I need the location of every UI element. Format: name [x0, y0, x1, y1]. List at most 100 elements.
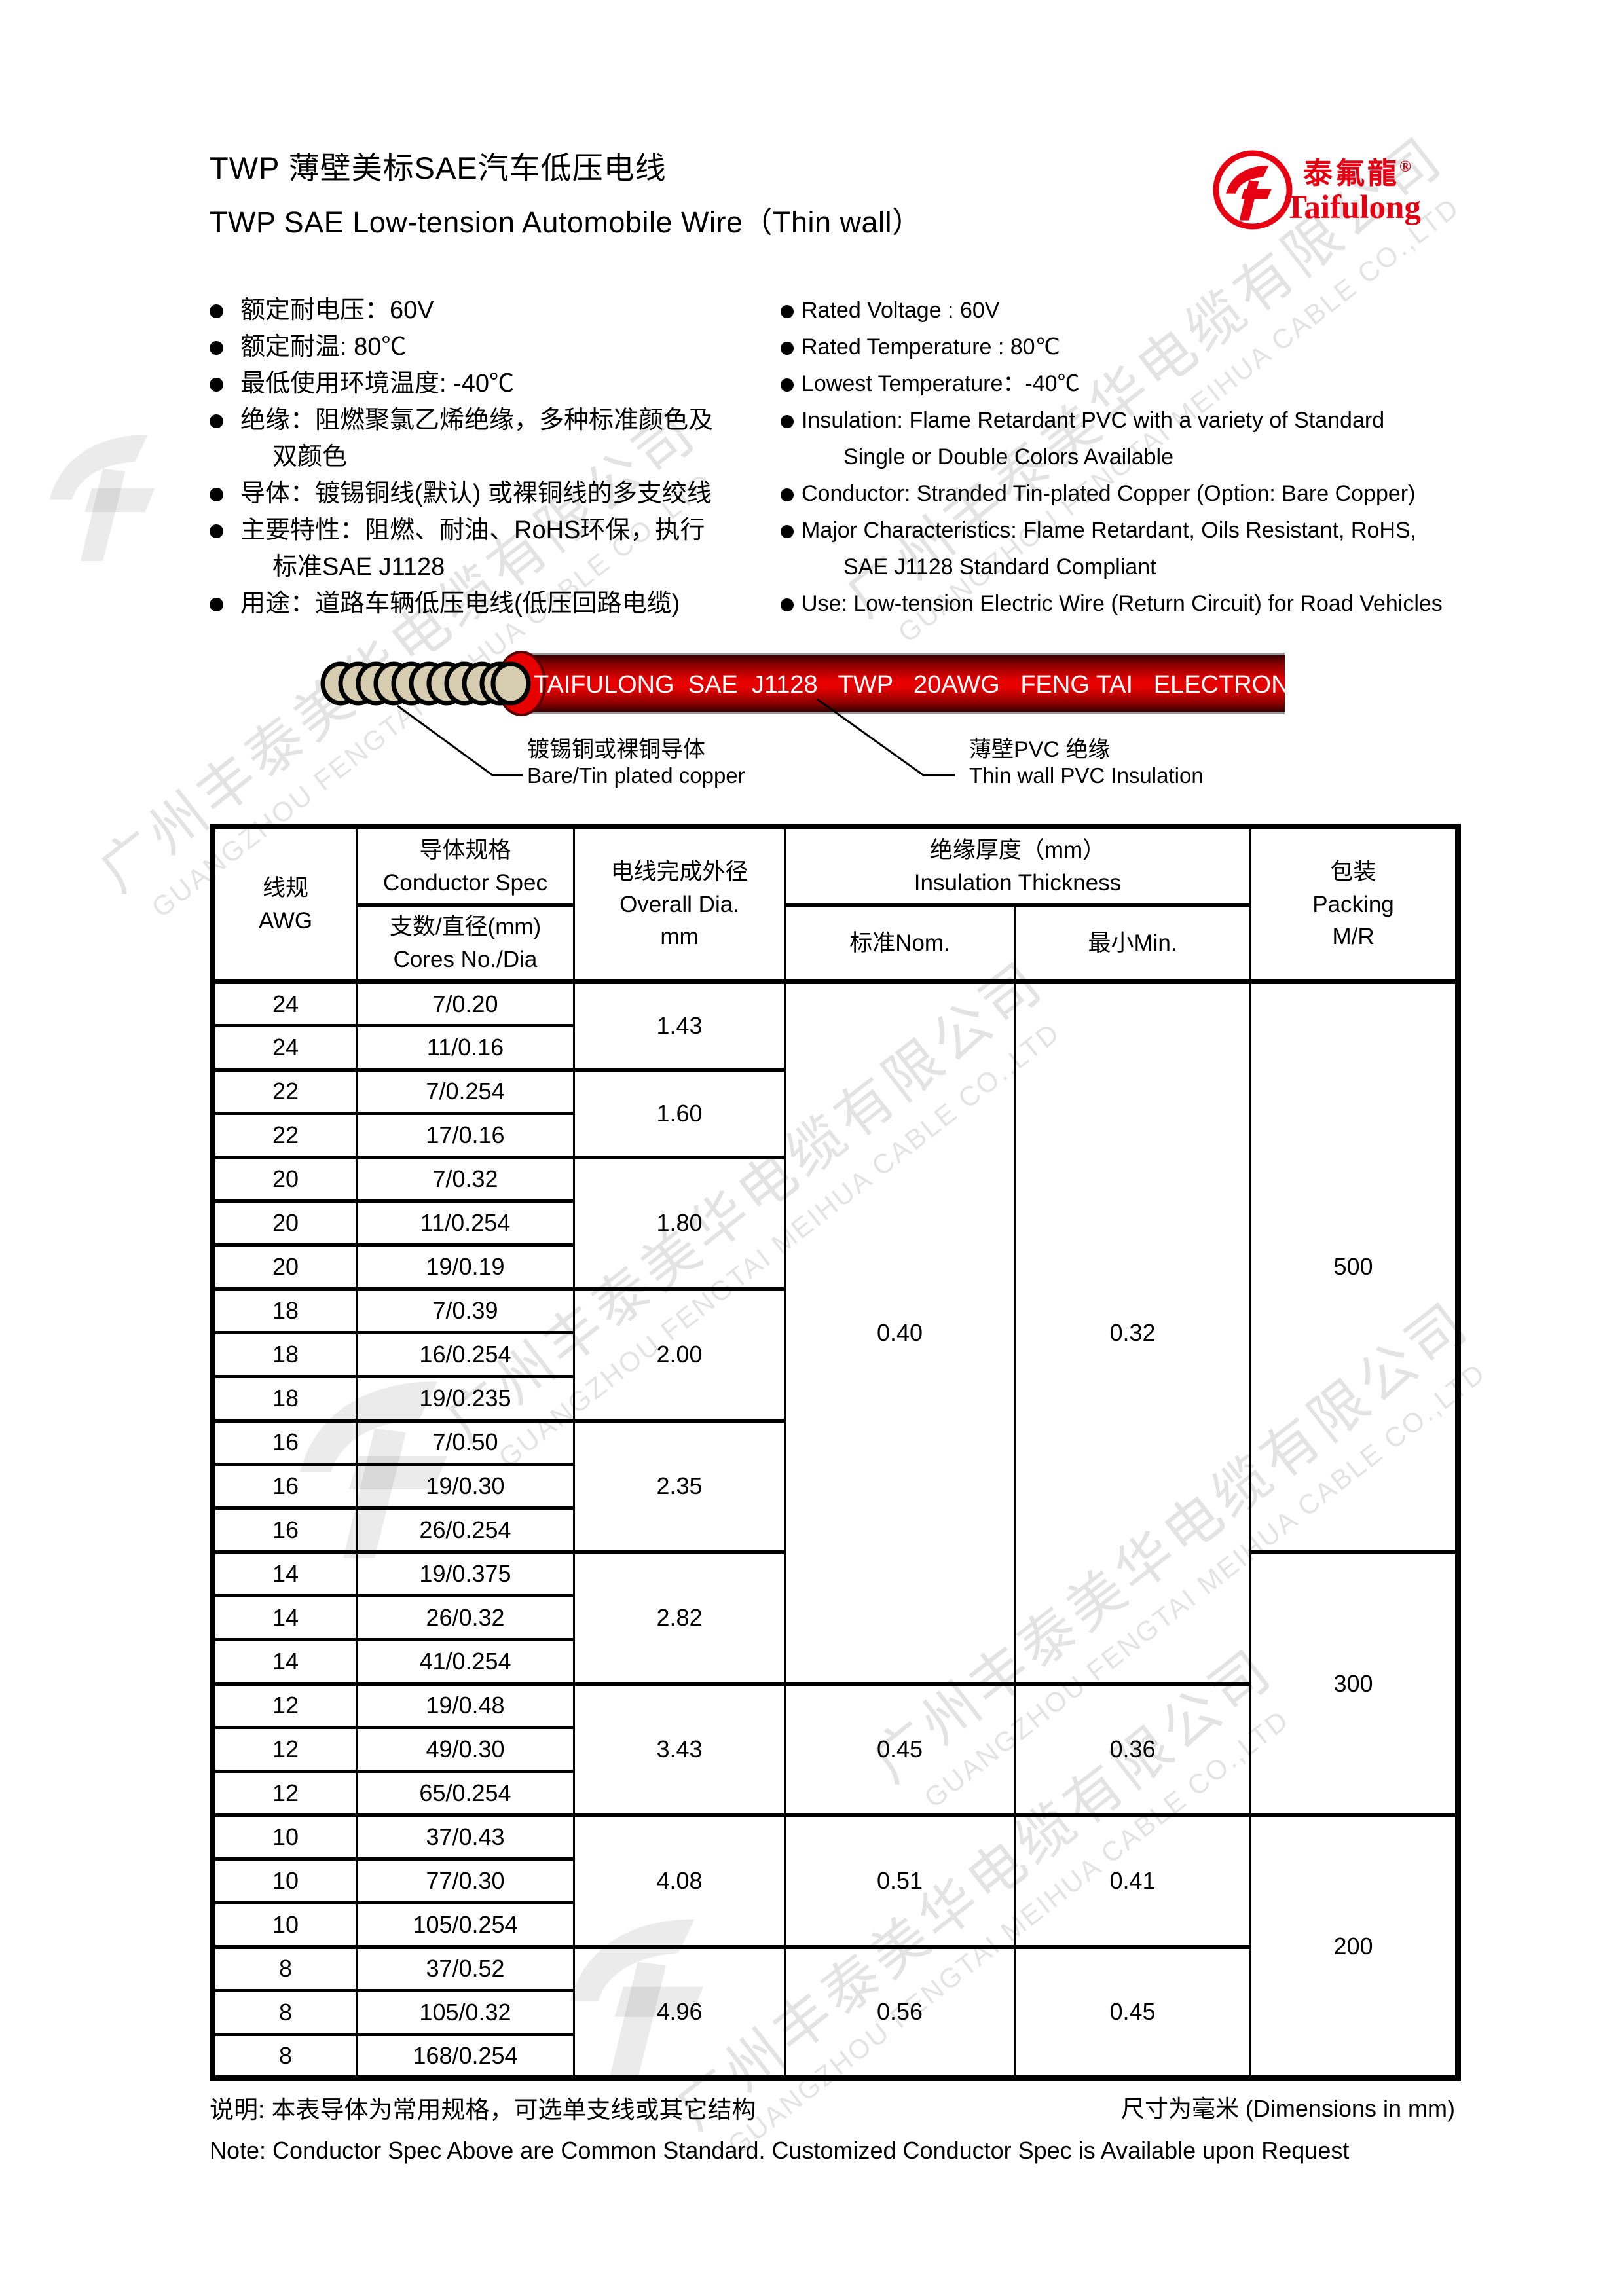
cell-cores-line: 19/0.48 — [426, 1692, 505, 1719]
cell-awg: 20 — [212, 1155, 358, 1201]
spec-cn-item: 导体：镀锡铜线(默认) 或裸铜线的多支绞线 — [210, 479, 786, 508]
cell-cores: 19/0.48 — [356, 1681, 575, 1728]
cell-awg-line: 12 — [272, 1692, 299, 1719]
cell-awg: 24 — [212, 1024, 358, 1070]
cell-insulation-min: 0.32 — [1013, 981, 1252, 1684]
spec-cn-item: 额定耐电压：60V — [210, 296, 786, 325]
spec-en-text: Lowest Temperature：-40℃ — [802, 371, 1080, 396]
cell-awg: 18 — [212, 1375, 358, 1421]
col-header-overall-dia-line: Overall Dia. — [619, 891, 739, 917]
col-header-packing-line: Packing — [1312, 891, 1394, 917]
table-row: 20 19/0.19 — [212, 1243, 1458, 1289]
cell-cores-line: 105/0.254 — [413, 1910, 518, 1938]
spec-table-wrap: 线规 AWG 导体规格 Conductor Spec 电线完成外径 Overall Dia… — [210, 824, 1462, 2081]
cell-awg-line: 14 — [272, 1647, 299, 1675]
cell-cores-line: 17/0.16 — [426, 1121, 505, 1148]
cell-insulation-nom: 0.45 — [784, 1681, 1016, 1815]
cell-awg: 12 — [212, 1726, 358, 1772]
col-header-awg: 线规 AWG — [212, 826, 358, 982]
spec-en-item: Insulation: Flame Retardant PVC with a v… — [781, 406, 1501, 435]
table-row: 20 7/0.32 1.80 — [212, 1155, 1458, 1289]
cell-cores-line: 19/0.235 — [419, 1384, 511, 1412]
cell-awg: 10 — [212, 1857, 358, 1903]
cell-cores-line: 7/0.20 — [432, 990, 498, 1017]
cell-cores-line: 26/0.254 — [419, 1516, 511, 1543]
cell-insulation-min: 0.41 — [1013, 1813, 1252, 1947]
spec-cn-item: 绝缘：阻燃聚氯乙烯绝缘，多种标准颜色及 — [210, 406, 786, 435]
dimensions-note: 尺寸为毫米 (Dimensions in mm) — [1120, 2095, 1455, 2122]
cell-cores-line: 7/0.39 — [432, 1297, 498, 1324]
cell-awg: 16 — [212, 1506, 358, 1552]
cell-cores-line: 37/0.52 — [426, 1955, 505, 1982]
cell-overall-dia-line: 4.08 — [656, 1867, 703, 1894]
cell-awg-line: 10 — [272, 1910, 299, 1938]
callout-insulation-cn: 薄壁PVC 绝缘 — [969, 737, 1110, 762]
registered-mark: ® — [1399, 158, 1414, 175]
cell-cores: 7/0.20 — [356, 981, 575, 1026]
bullet-icon — [210, 488, 223, 502]
cell-insulation-min-line: 0.41 — [1109, 1867, 1156, 1894]
cell-awg: 14 — [212, 1638, 358, 1684]
cell-awg-line: 18 — [272, 1384, 299, 1412]
cell-overall-dia-line: 1.43 — [656, 1011, 703, 1039]
cell-cores: 7/0.32 — [356, 1155, 575, 1201]
spec-cn-item-continued: 标准SAE J1128 — [210, 553, 786, 581]
col-header-packing-line: M/R — [1332, 924, 1375, 950]
cell-cores: 77/0.30 — [356, 1857, 575, 1903]
cell-insulation-min-line: 0.32 — [1109, 1319, 1156, 1346]
cell-awg: 12 — [212, 1681, 358, 1728]
table-row: 18 7/0.39 2.00 — [212, 1286, 1458, 1421]
cell-awg-line: 8 — [278, 1955, 293, 1982]
spec-en-text: Use: Low-tension Electric Wire (Return C… — [802, 591, 1443, 616]
bullet-icon — [781, 415, 794, 429]
table-row: 14 26/0.32 — [212, 1594, 1458, 1640]
cell-cores: 19/0.235 — [356, 1375, 575, 1421]
callout-conductor-en: Bare/Tin plated copper — [527, 763, 745, 788]
col-header-awg-line: AWG — [258, 907, 313, 934]
cell-awg-line: 12 — [272, 1779, 299, 1806]
cell-packing-line: 500 — [1333, 1253, 1373, 1281]
cell-awg: 22 — [212, 1112, 358, 1157]
cell-cores: 37/0.52 — [356, 1944, 575, 1991]
spec-cn-text: 额定耐电压：60V — [240, 297, 434, 324]
cell-awg-line: 16 — [272, 1472, 299, 1499]
cell-cores-line: 19/0.375 — [419, 1560, 511, 1588]
cell-awg: 8 — [212, 1989, 358, 2035]
title-block: TWP 薄壁美标SAE汽车低压电线 TWP SAE Low-tension Au… — [210, 143, 922, 241]
page-title-cn: TWP 薄壁美标SAE汽车低压电线 — [210, 151, 667, 185]
cell-cores-line: 11/0.254 — [420, 1209, 511, 1236]
cell-insulation-min-line: 0.45 — [1109, 1998, 1156, 2026]
cell-overall-dia-line: 2.35 — [656, 1472, 703, 1499]
cell-cores-line: 7/0.254 — [426, 1078, 505, 1105]
cell-insulation-nom: 0.40 — [784, 981, 1016, 1684]
bullet-icon — [210, 598, 223, 612]
cell-awg-line: 14 — [272, 1560, 299, 1588]
cell-overall-dia: 1.43 — [573, 981, 786, 1070]
spec-cn-text: 双颜色 — [272, 443, 348, 471]
cell-cores-line: 11/0.16 — [426, 1033, 504, 1061]
table-row: 10 77/0.30 — [212, 1857, 1458, 1903]
cell-cores: 7/0.254 — [356, 1067, 575, 1114]
table-row: 20 11/0.254 — [212, 1199, 1458, 1245]
cell-awg: 10 — [212, 1901, 358, 1947]
spec-cn-text: 标准SAE J1128 — [272, 553, 445, 581]
table-row: 10 37/0.43 4.08 0.51 0.41 200 — [212, 1813, 1460, 2079]
cell-insulation-min-line: 0.36 — [1109, 1736, 1156, 1762]
table-row: 18 16/0.254 — [212, 1331, 1458, 1377]
cell-insulation-min: 0.45 — [1013, 1944, 1252, 2079]
spec-cn-text: 最低使用环境温度: -40℃ — [240, 370, 515, 397]
cell-packing-line: 200 — [1333, 1932, 1373, 1959]
cable-conductor — [320, 661, 531, 706]
cell-cores-line: 7/0.32 — [432, 1165, 498, 1193]
cell-awg: 18 — [212, 1286, 358, 1333]
cell-insulation-nom-line: 0.56 — [876, 1998, 923, 2026]
col-header-cores-line: Cores No./Dia — [393, 946, 538, 972]
cell-overall-dia: 1.60 — [573, 1067, 786, 1157]
cell-awg: 20 — [212, 1243, 358, 1289]
spec-cn-item: 最低使用环境温度: -40℃ — [210, 369, 786, 398]
cell-awg-line: 14 — [272, 1604, 299, 1631]
cell-insulation-min: 0.36 — [1013, 1681, 1252, 1815]
cell-cores-line: 37/0.43 — [426, 1823, 505, 1851]
bullet-icon — [210, 524, 223, 539]
col-header-minimum: 最小Min. — [1013, 903, 1252, 982]
